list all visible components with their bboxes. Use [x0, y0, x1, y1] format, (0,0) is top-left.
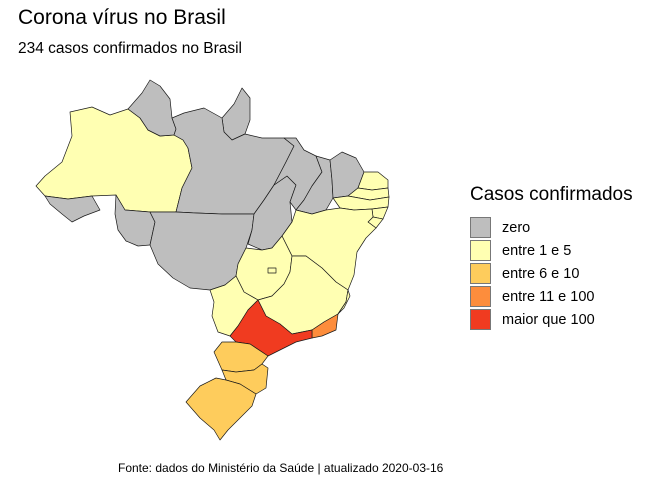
- state-AC: [44, 195, 101, 223]
- legend-label: entre 11 e 100: [502, 288, 595, 305]
- legend-item: zero: [470, 216, 633, 239]
- legend-swatch: [470, 286, 491, 307]
- state-ES: [337, 289, 351, 315]
- legend: Casos confirmados zero entre 1 e 5 entre…: [470, 184, 633, 331]
- state-RO: [114, 194, 156, 247]
- legend-label: maior que 100: [502, 311, 595, 328]
- map-subtitle: 234 casos confirmados no Brasil: [18, 40, 243, 57]
- legend-item: maior que 100: [470, 308, 633, 331]
- map-title: Corona vírus no Brasil: [18, 6, 226, 29]
- legend-title: Casos confirmados: [470, 184, 633, 205]
- legend-label: entre 6 e 10: [502, 265, 580, 282]
- legend-label: zero: [502, 219, 531, 236]
- legend-label: entre 1 e 5: [502, 242, 572, 259]
- legend-swatch: [470, 217, 491, 238]
- legend-swatch: [470, 309, 491, 330]
- legend-item: entre 1 e 5: [470, 239, 633, 262]
- source-caption: Fonte: dados do Ministério da Saúde | at…: [118, 461, 444, 475]
- legend-swatch: [470, 240, 491, 261]
- state-RS: [185, 377, 257, 441]
- legend-item: entre 6 e 10: [470, 262, 633, 285]
- state-DF: [267, 267, 277, 274]
- legend-item: entre 11 e 100: [470, 285, 633, 308]
- legend-swatch: [470, 263, 491, 284]
- state-AP: [221, 87, 251, 141]
